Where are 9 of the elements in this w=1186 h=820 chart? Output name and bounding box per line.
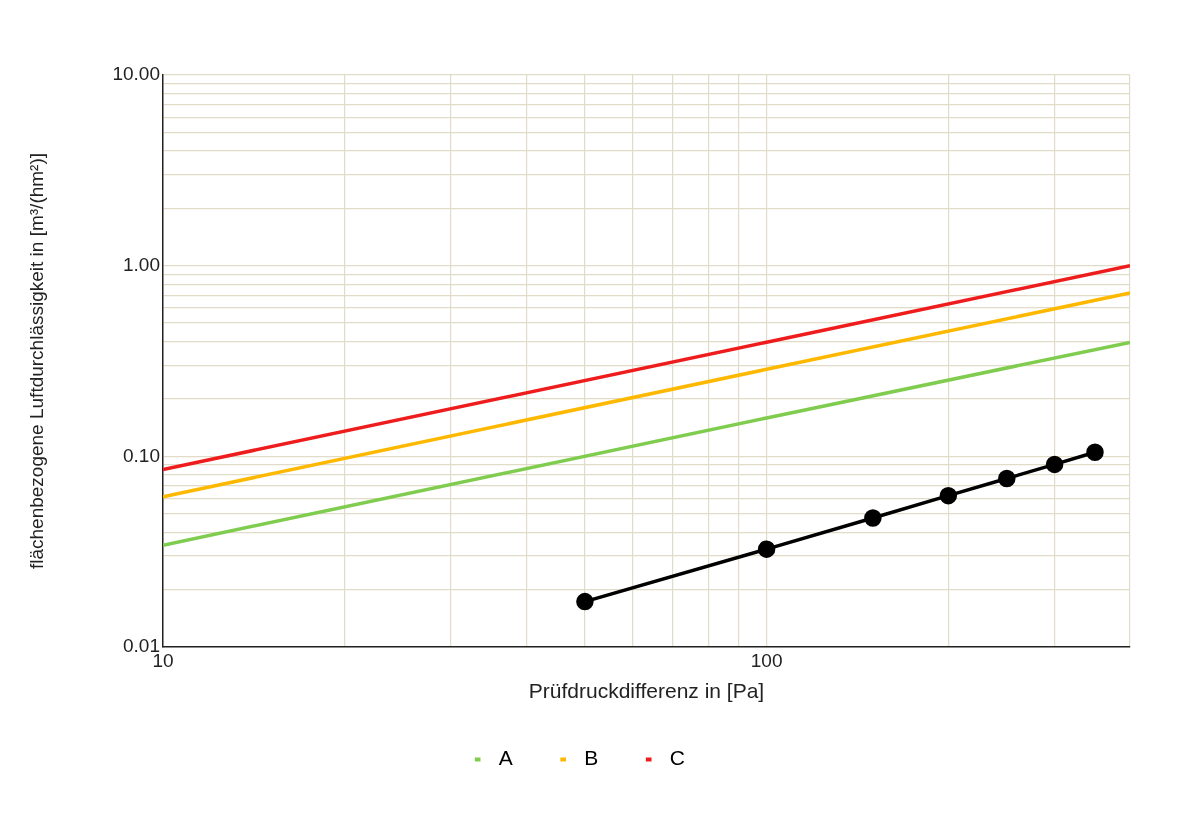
x-tick-label: 100	[750, 649, 783, 671]
x-axis-title: Prüfdruckdifferenz in [Pa]	[528, 679, 765, 703]
y-tick-label: 10.00	[112, 63, 160, 85]
y-axis-title: flächenbezogene Luftdurchlässigkeit in [m³/(hm²)]	[25, 152, 47, 570]
legend-label: A	[498, 746, 513, 770]
y-tick-label: 1.00	[123, 253, 160, 275]
legend-label: C	[669, 746, 685, 770]
y-tick-label: 0.10	[123, 444, 160, 466]
legend-label: B	[584, 746, 599, 770]
